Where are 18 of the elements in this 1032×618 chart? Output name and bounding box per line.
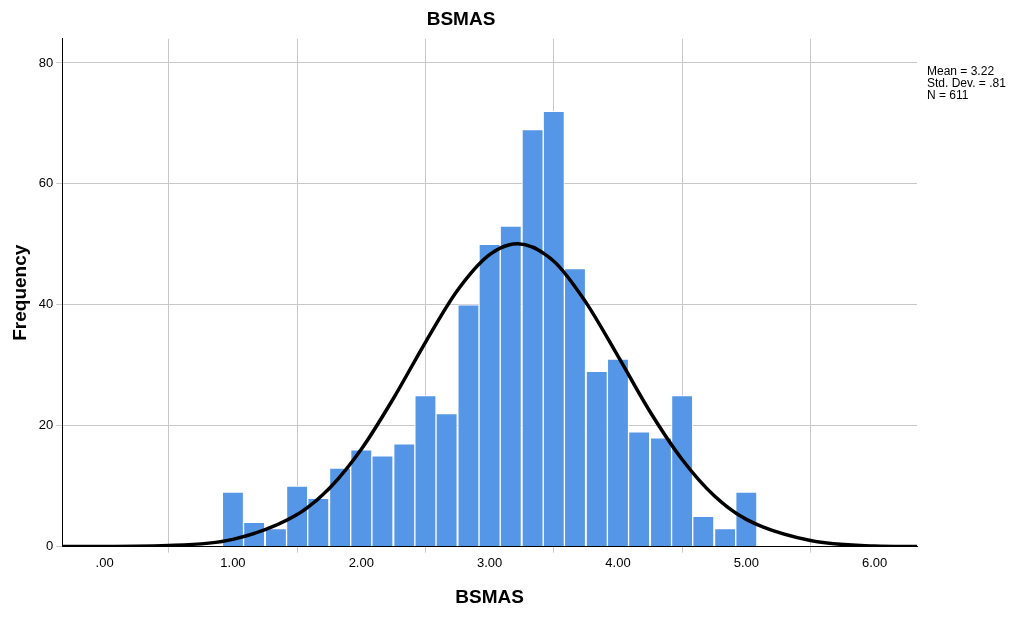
- text: N = 611: [927, 88, 969, 103]
- x-tick-label: .00: [95, 554, 114, 570]
- y-tick-label: 80: [38, 54, 54, 70]
- text: Mean = 3.22: [927, 64, 995, 79]
- x-tick-label: 6.00: [861, 554, 888, 570]
- x-tick-label: 1.00: [220, 554, 246, 570]
- y-tick-label: 40: [38, 296, 54, 312]
- x-tick-label: 5.00: [733, 554, 759, 570]
- x-axis-title: BSMAS: [455, 585, 524, 607]
- x-tick-label: 2.00: [348, 554, 374, 570]
- y-axis-title: Frequency: [8, 244, 30, 341]
- y-tick-label: 60: [38, 175, 54, 191]
- text: Std. Dev. = .81: [927, 76, 1007, 91]
- x-tick-label: 3.00: [476, 554, 503, 570]
- y-tick-label: 0: [46, 538, 54, 554]
- y-tick-label: 20: [38, 417, 54, 433]
- chart-title: BSMAS: [426, 7, 496, 29]
- x-tick-label: 4.00: [605, 554, 631, 570]
